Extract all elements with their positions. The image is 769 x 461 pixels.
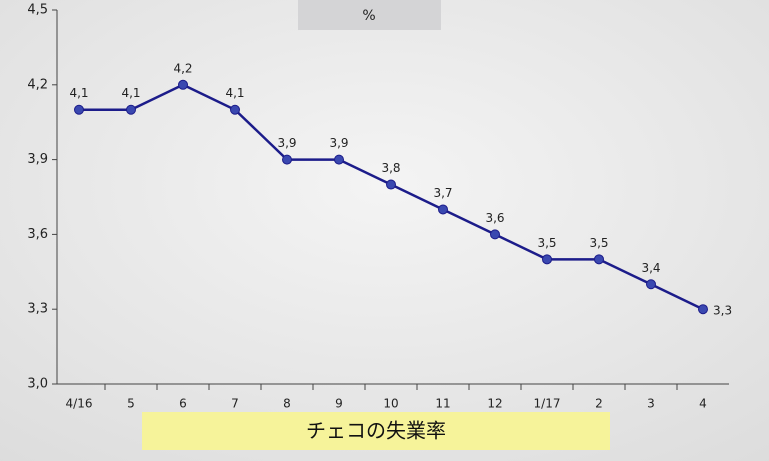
y-tick-label: 3,3 xyxy=(27,302,48,317)
x-tick-label: 10 xyxy=(383,397,398,411)
marker xyxy=(230,104,240,115)
y-tick-label: 3,6 xyxy=(27,227,48,242)
marker xyxy=(438,204,448,215)
y-tick-label: 4,5 xyxy=(27,3,48,18)
unit-box xyxy=(298,0,441,30)
title-box xyxy=(142,412,610,450)
data-label: 3,5 xyxy=(589,236,608,250)
marker xyxy=(386,179,396,190)
marker xyxy=(74,104,84,115)
x-tick-label: 12 xyxy=(487,397,502,411)
data-label: 4,1 xyxy=(121,86,140,100)
marker xyxy=(126,104,136,115)
data-label: 4,2 xyxy=(173,61,192,75)
x-tick-label: 8 xyxy=(283,397,291,411)
y-tick-label: 3,0 xyxy=(27,377,48,392)
x-tick-label: 6 xyxy=(179,397,187,411)
x-tick-label: 7 xyxy=(231,397,239,411)
chart-title: チェコの失業率 xyxy=(306,419,446,443)
x-tick-label: 4 xyxy=(699,397,707,411)
unit-label: % xyxy=(362,8,375,24)
y-tick-label: 4,2 xyxy=(27,77,48,92)
marker xyxy=(646,279,656,290)
x-tick-label: 3 xyxy=(647,397,655,411)
data-label: 3,7 xyxy=(433,186,452,200)
data-label: 4,1 xyxy=(69,86,88,100)
marker xyxy=(334,154,344,165)
data-label: 3,9 xyxy=(277,136,296,150)
x-tick-label: 11 xyxy=(435,397,450,411)
data-label: 4,1 xyxy=(225,86,244,100)
data-label: 3,4 xyxy=(641,261,660,275)
x-tick-label: 2 xyxy=(595,397,603,411)
y-tick-label: 3,9 xyxy=(27,152,48,167)
data-label: 3,9 xyxy=(329,136,348,150)
marker xyxy=(178,79,188,90)
data-label: 3,6 xyxy=(485,211,504,225)
x-tick-label: 9 xyxy=(335,397,343,411)
marker xyxy=(542,254,552,265)
x-tick-label: 5 xyxy=(127,397,135,411)
x-tick-label: 1/17 xyxy=(534,397,561,411)
marker xyxy=(490,229,500,240)
data-label: 3,5 xyxy=(537,236,556,250)
marker xyxy=(594,254,604,265)
marker xyxy=(698,304,708,315)
data-label: 3,3 xyxy=(713,304,732,318)
marker xyxy=(282,154,292,165)
x-tick-label: 4/16 xyxy=(66,397,93,411)
data-label: 3,8 xyxy=(381,161,400,175)
